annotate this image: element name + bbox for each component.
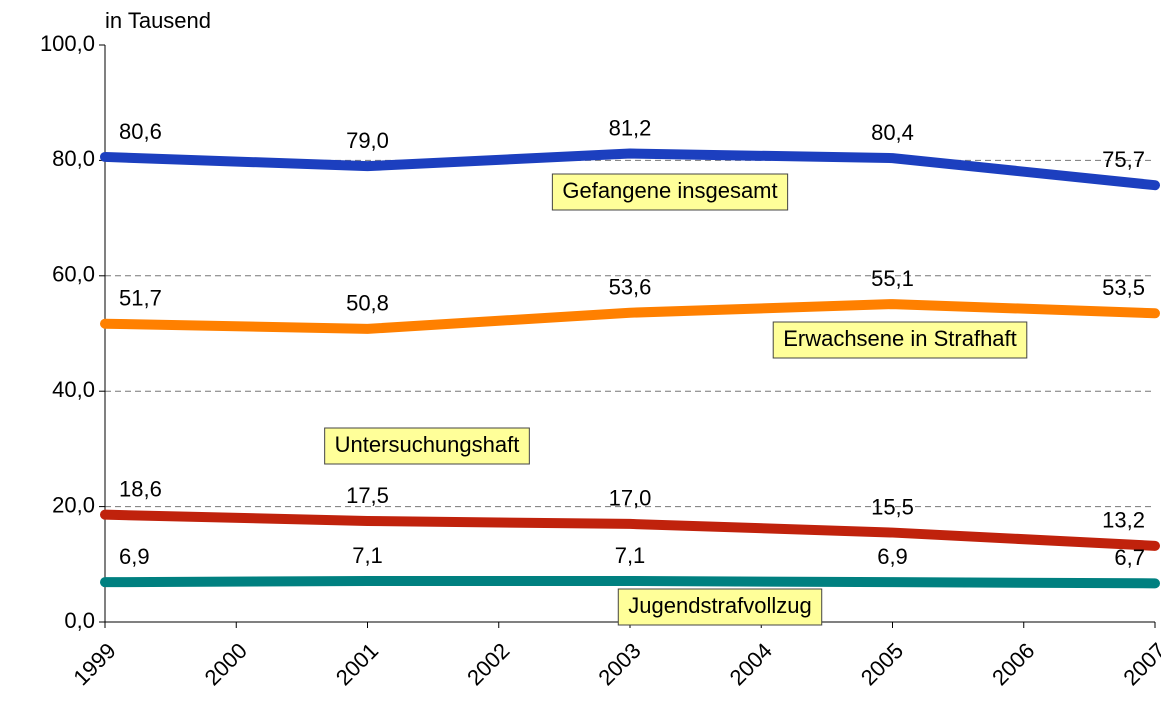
x-tick-label: 2003 [593, 638, 645, 690]
data-label: 53,5 [1102, 275, 1145, 300]
y-tick-label: 20,0 [52, 492, 95, 517]
data-label: 18,6 [119, 476, 162, 501]
data-label: 81,2 [609, 115, 652, 140]
data-label: 7,1 [352, 543, 383, 568]
x-tick-label: 2004 [725, 638, 777, 690]
y-tick-label: 0,0 [64, 608, 95, 633]
data-label: 15,5 [871, 494, 914, 519]
series-line [100, 299, 1160, 334]
series-label: Jugendstrafvollzug [617, 588, 823, 626]
data-label: 53,6 [609, 275, 652, 300]
series-label-text: Erwachsene in Strafhaft [783, 326, 1017, 351]
data-label: 55,1 [871, 266, 914, 291]
data-label: 80,6 [119, 119, 162, 144]
data-label: 79,0 [346, 128, 389, 153]
data-label: 50,8 [346, 291, 389, 316]
x-tick-label: 2001 [331, 638, 383, 690]
data-label: 6,9 [877, 544, 908, 569]
series-label-text: Untersuchungshaft [335, 432, 520, 457]
series-label-text: Jugendstrafvollzug [628, 593, 811, 618]
series-label: Untersuchungshaft [324, 427, 530, 465]
y-axis-label: in Tausend [105, 8, 211, 33]
series-line [100, 509, 1160, 551]
x-tick-label: 2007 [1118, 638, 1161, 690]
data-label: 7,1 [615, 543, 646, 568]
y-tick-label: 100,0 [40, 31, 95, 56]
data-label: 17,5 [346, 483, 389, 508]
y-tick-label: 40,0 [52, 377, 95, 402]
series-label-text: Gefangene insgesamt [562, 178, 777, 203]
data-label: 13,2 [1102, 508, 1145, 533]
series-line [100, 576, 1160, 589]
series-label-box [551, 173, 789, 211]
series-label: Erwachsene in Strafhaft [772, 321, 1028, 359]
series-label: Gefangene insgesamt [551, 173, 789, 211]
series-line [100, 148, 1160, 191]
y-tick-label: 80,0 [52, 146, 95, 171]
data-label: 17,0 [609, 486, 652, 511]
x-tick-label: 2005 [856, 638, 908, 690]
series-label-box [617, 588, 823, 626]
x-tick-label: 1999 [68, 638, 120, 690]
x-tick-label: 2002 [462, 638, 514, 690]
series-label-box [772, 321, 1028, 359]
y-tick-label: 60,0 [52, 262, 95, 287]
data-label: 6,9 [119, 544, 150, 569]
x-tick-label: 2000 [200, 638, 252, 690]
data-label: 51,7 [119, 286, 162, 311]
data-label: 75,7 [1102, 147, 1145, 172]
data-label: 6,7 [1114, 545, 1145, 570]
x-tick-label: 2006 [987, 638, 1039, 690]
data-label: 80,4 [871, 120, 914, 145]
series-label-box [324, 427, 530, 465]
